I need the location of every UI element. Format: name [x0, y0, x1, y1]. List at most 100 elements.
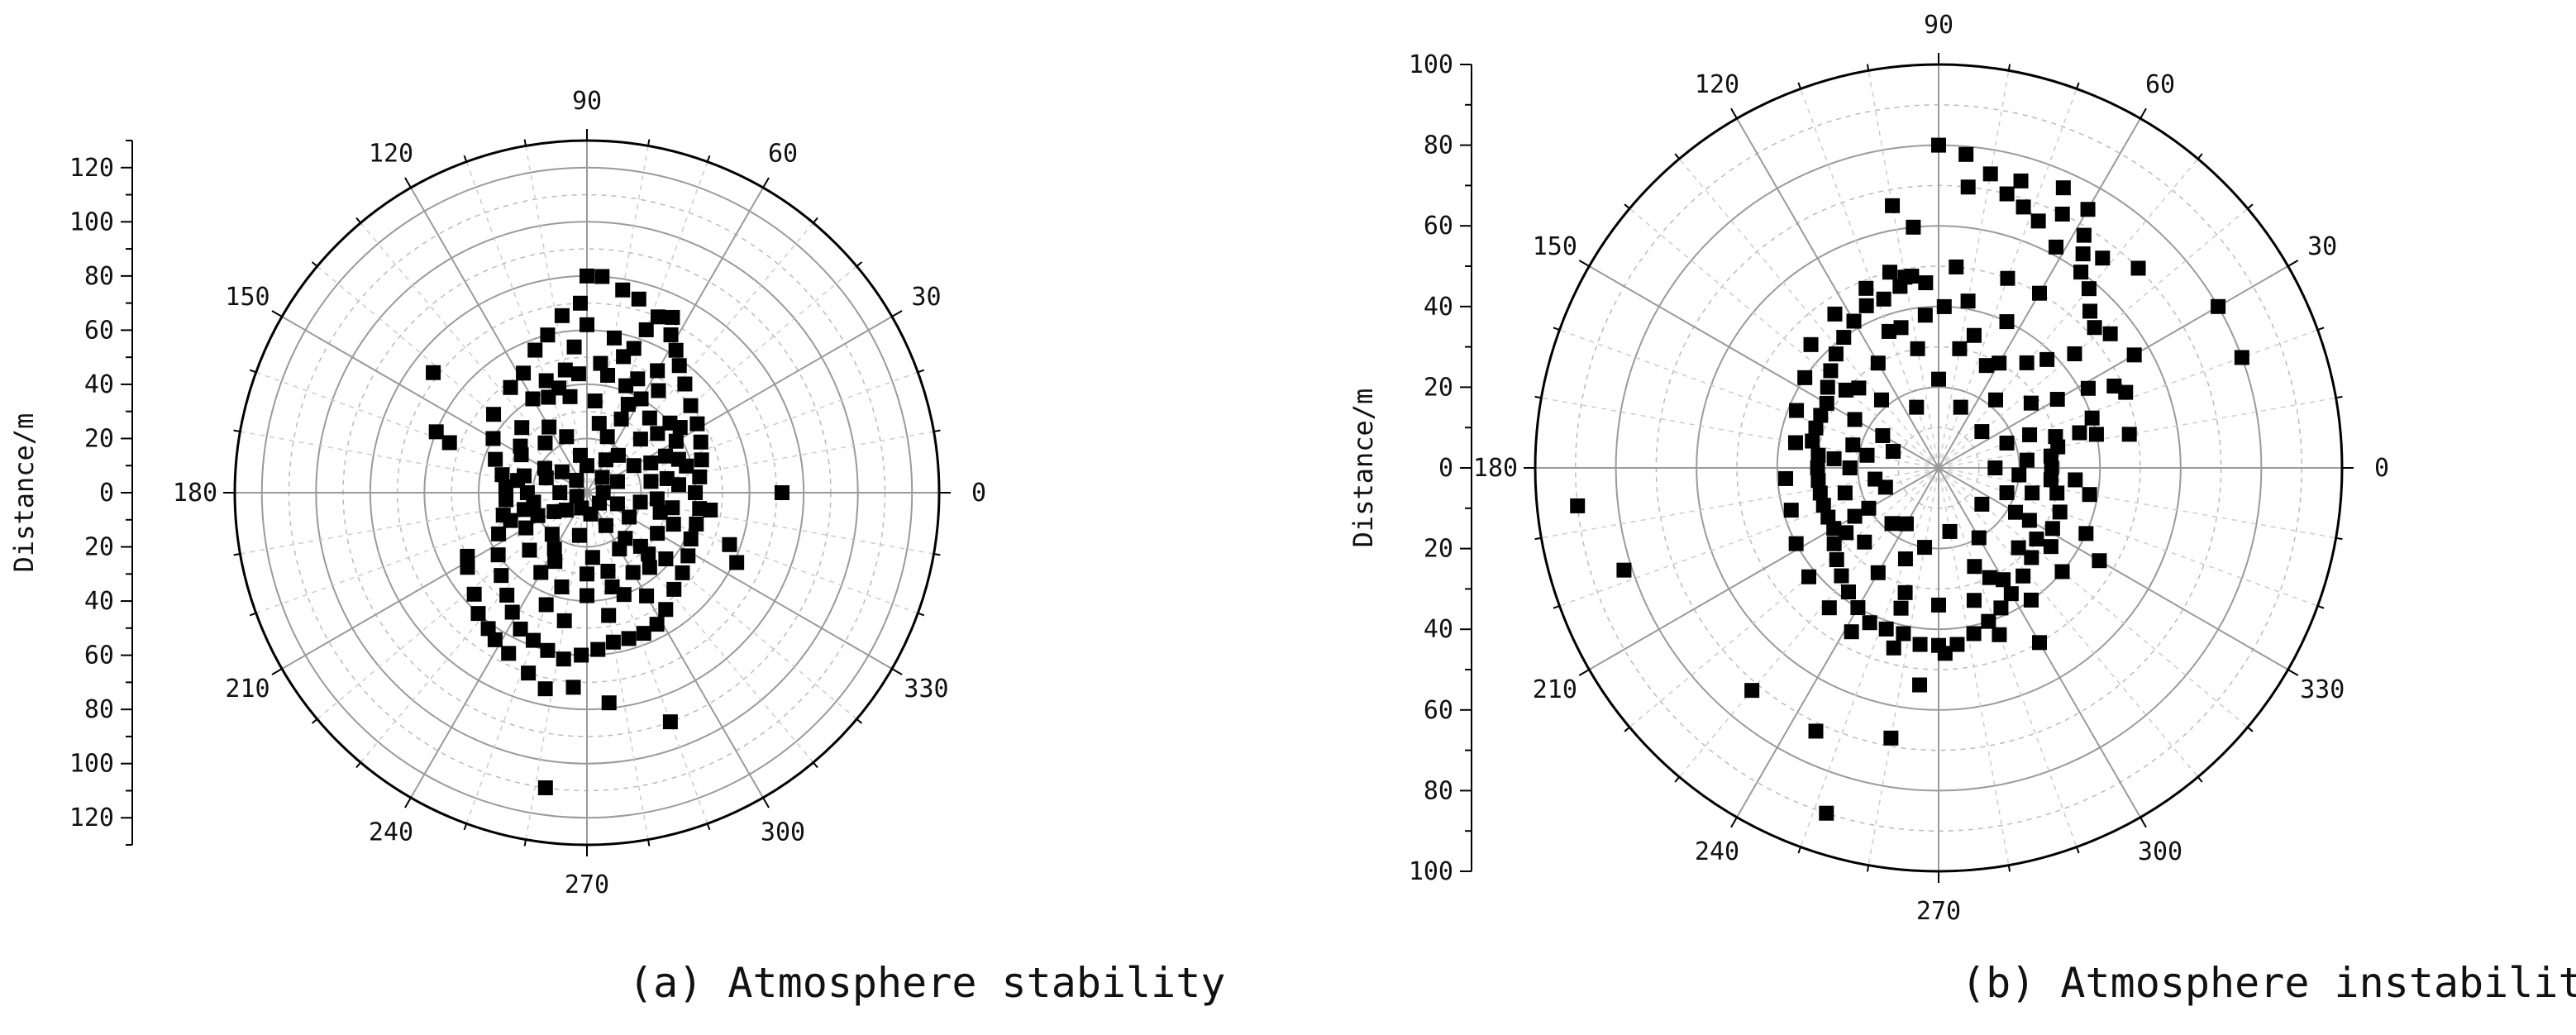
minor-grid-spoke [1868, 467, 1939, 866]
minor-grid-spoke [1938, 158, 2199, 469]
minor-grid-spoke [1938, 467, 2010, 866]
angular-tick-mark [917, 612, 925, 617]
radial-tick-label: 20 [1424, 535, 1453, 564]
angular-tick-mark [523, 139, 527, 146]
data-point [470, 606, 486, 622]
data-point [1844, 624, 1859, 640]
data-point [1859, 447, 1875, 463]
data-point [595, 485, 611, 500]
data-point [1992, 627, 2007, 642]
angular-tick-mark [271, 310, 283, 317]
data-point [1992, 355, 2007, 371]
data-point [2011, 467, 2027, 483]
minor-grid-spoke [1938, 397, 2336, 469]
data-point [1820, 509, 1836, 525]
data-point [680, 548, 696, 564]
data-point [513, 438, 528, 454]
data-point [1851, 380, 1867, 396]
data-point [658, 551, 674, 567]
data-point [1897, 551, 1913, 567]
angular-tick-mark [2335, 537, 2343, 541]
data-point [2055, 180, 2071, 196]
data-point [593, 355, 608, 371]
data-point [2081, 281, 2097, 297]
data-point [565, 680, 581, 695]
data-point [2102, 326, 2118, 341]
data-point [501, 646, 517, 661]
data-point [1936, 298, 1952, 314]
data-point [1882, 265, 1897, 280]
data-point [557, 362, 573, 378]
angular-tick-label: 300 [2138, 837, 2182, 866]
angular-tick-mark [233, 429, 241, 433]
data-point [642, 560, 657, 575]
radial-tick-label: 80 [1424, 131, 1453, 160]
data-point [587, 393, 603, 409]
data-point [600, 368, 616, 384]
data-point [689, 416, 705, 432]
data-point [649, 617, 665, 632]
minor-grid-spoke [360, 222, 588, 494]
radial-tick-label: 100 [1409, 50, 1453, 79]
angular-tick-mark [404, 797, 412, 808]
data-point [2088, 427, 2104, 442]
angular-tick-mark [2247, 726, 2254, 732]
data-point [632, 432, 648, 447]
data-point [1847, 412, 1863, 427]
data-point [590, 642, 606, 657]
data-point [2048, 429, 2063, 445]
radial-tick-label: 0 [1438, 454, 1453, 483]
angular-tick-mark [2317, 604, 2325, 609]
data-point [665, 517, 681, 532]
data-point [1778, 470, 1794, 486]
caption-b: (b) Atmosphere instability [1961, 959, 2576, 1007]
data-point [1839, 525, 1854, 541]
radial-tick-label: 60 [84, 316, 114, 345]
data-point [1826, 536, 1842, 551]
data-point [613, 411, 629, 427]
minor-grid-spoke [1678, 158, 1939, 469]
data-point [1931, 137, 1946, 153]
data-point [516, 365, 532, 381]
data-point [626, 341, 642, 356]
angular-tick-label: 60 [768, 140, 798, 169]
angular-tick-mark [646, 839, 651, 847]
data-point [504, 604, 520, 620]
angular-tick-mark [1674, 776, 1681, 783]
data-point [1820, 379, 1835, 395]
data-point [538, 373, 554, 389]
data-point [665, 500, 680, 516]
angular-tick-mark [463, 823, 468, 831]
data-point [1838, 382, 1853, 398]
minor-grid-spoke [1800, 467, 1939, 847]
data-point [485, 431, 501, 446]
data-point [626, 458, 642, 474]
data-point [494, 467, 510, 483]
data-point [556, 651, 571, 667]
data-point [1960, 179, 1976, 195]
minor-grid-spoke [1868, 70, 1939, 469]
data-point [487, 632, 503, 647]
data-point [1996, 572, 2011, 588]
data-point [651, 383, 666, 398]
data-point [599, 429, 615, 445]
angular-tick-label: 210 [1533, 675, 1577, 704]
data-point [1982, 166, 1998, 182]
data-point [1931, 371, 1946, 387]
angular-tick-mark [2197, 776, 2203, 783]
angular-tick-label: 60 [2145, 70, 2175, 99]
data-point [2023, 592, 2039, 608]
data-point [1570, 498, 1586, 513]
data-point [1893, 320, 1909, 336]
data-point [1845, 437, 1861, 453]
data-point [569, 489, 584, 504]
data-point [441, 435, 457, 451]
data-point [2082, 487, 2097, 503]
data-point [1917, 540, 1933, 556]
data-point [1788, 536, 1804, 551]
data-point [1885, 198, 1901, 213]
data-point [2078, 526, 2094, 541]
major-grid-spoke [1938, 467, 2289, 670]
data-point [1960, 293, 1976, 309]
data-point [693, 434, 708, 450]
